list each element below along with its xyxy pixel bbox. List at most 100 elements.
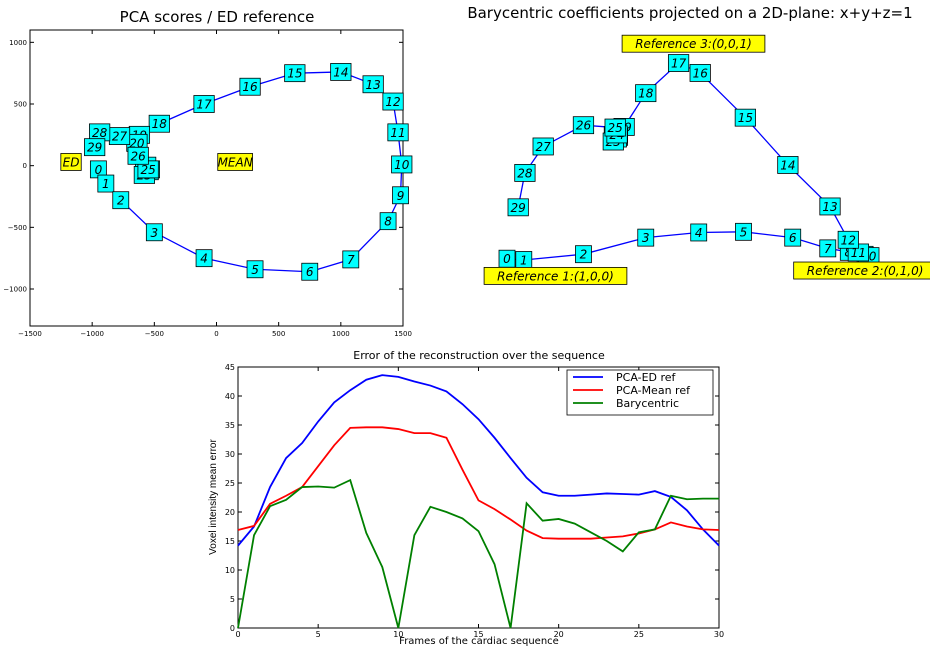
- pca-point-5: 5: [246, 260, 264, 279]
- bary-point-18-box: [635, 84, 657, 103]
- bary-point-16-text: 16: [693, 66, 709, 80]
- bary-point-28: 28: [514, 164, 536, 182]
- bary-point-29-box: [507, 198, 529, 217]
- bary-point-25-box: [604, 118, 626, 137]
- err-ytick-label: 30: [225, 450, 235, 459]
- pca-point-3-box: [145, 223, 163, 242]
- pca-xtick-label: −500: [145, 330, 164, 338]
- bary-point-5-box: [735, 222, 752, 241]
- error-chart-title: Error of the reconstruction over the seq…: [353, 349, 605, 362]
- pca-point-5-text: 5: [251, 263, 259, 277]
- pca-point-17-text: 17: [196, 98, 212, 112]
- bary-point-3: 3: [637, 228, 655, 247]
- bary-reference-1-text: Reference 1:(1,0,0): [497, 269, 614, 283]
- pca-point-10-text: 10: [394, 158, 410, 172]
- pca-point-7-text: 7: [347, 253, 355, 267]
- pca-point-2-text: 2: [117, 194, 125, 208]
- bary-point-6: 6: [784, 228, 802, 247]
- pca-point-1-box: [97, 174, 115, 193]
- bary-point-4: 4: [690, 223, 708, 242]
- pca-point-17-box: [193, 95, 215, 113]
- bary-point-11-text: 11: [851, 246, 866, 260]
- bary-point-3-box: [637, 228, 655, 247]
- bary-trajectory-line: [506, 62, 870, 261]
- pca-ytick-label: 500: [14, 101, 27, 109]
- pca-xtick-label: −1000: [80, 330, 104, 338]
- pca-point-14: 14: [330, 63, 352, 81]
- pca-point-28: 28: [89, 123, 111, 142]
- pca-point-2: 2: [112, 191, 130, 210]
- bary-point-3-text: 3: [642, 231, 650, 245]
- series-barycentric: [237, 478, 719, 629]
- bary-point-14: 14: [777, 156, 799, 174]
- pca-point-7: 7: [342, 250, 360, 269]
- bary-point-5-text: 5: [740, 225, 748, 239]
- bary-point-2-text: 2: [580, 248, 588, 262]
- pca-point-3-text: 3: [151, 226, 159, 240]
- bary-point-29-text: 29: [511, 201, 526, 215]
- pca-point-12: 12: [382, 92, 404, 111]
- pca-chart: PCA scores / ED reference −1500 −1000 −500…: [3, 8, 413, 338]
- bary-point-27: 27: [532, 137, 554, 156]
- bary-point-28-text: 28: [517, 166, 533, 180]
- bary-point-7: 7: [819, 239, 837, 258]
- pca-point-12-text: 12: [385, 95, 400, 109]
- pca-point-10: 10: [391, 155, 413, 174]
- bary-point-0: 0: [498, 249, 516, 268]
- barycentric-chart: Barycentric coefficients projected on a …: [467, 4, 930, 285]
- pca-point-28-text: 28: [92, 126, 108, 140]
- bary-point-12-text: 12: [841, 233, 856, 247]
- bary-point-17-text: 17: [671, 57, 687, 71]
- bary-point-7-text: 7: [824, 242, 832, 256]
- bary-point-26-box: [572, 116, 595, 135]
- bary-point-4-box: [690, 223, 708, 242]
- pca-point-27-text: 27: [112, 130, 128, 144]
- pca-xtick-label: 500: [272, 330, 285, 338]
- bary-point-6-text: 6: [789, 231, 797, 245]
- bary-point-0-text: 0: [503, 252, 511, 266]
- pca-point-20-text: 20: [129, 136, 145, 150]
- bary-reference-2-text: Reference 2:(0,1,0): [807, 264, 924, 278]
- pca-point-18-text: 18: [152, 117, 168, 131]
- pca-point-18: 18: [148, 114, 170, 133]
- bary-point-4-text: 4: [695, 226, 703, 240]
- series-pca-ed-ref: [237, 374, 720, 547]
- bary-point-15: 15: [734, 108, 756, 127]
- pca-point-10-box: [391, 155, 413, 174]
- pca-chart-title: PCA scores / ED reference: [120, 8, 315, 26]
- pca-point-11-text: 11: [390, 126, 405, 140]
- pca-ref-mean: MEAN: [217, 153, 253, 171]
- err-xtick-label: 20: [554, 630, 564, 639]
- bary-point-12-box: [837, 230, 859, 249]
- pca-xtick-label: 1500: [394, 330, 412, 338]
- pca-point-18-box: [148, 114, 170, 133]
- err-ytick-label: 40: [225, 392, 235, 401]
- err-xtick-label: 0: [235, 630, 240, 639]
- bary-point-25-text: 25: [608, 121, 623, 135]
- bary-reference-3-text: Reference 3:(0,0,1): [635, 37, 752, 51]
- pca-point-13-text: 13: [366, 78, 381, 92]
- bary-point-18-text: 18: [638, 87, 654, 101]
- pca-point-26-text: 26: [131, 149, 147, 163]
- pca-point-12-box: [382, 92, 404, 111]
- err-ytick-label: 10: [225, 566, 235, 575]
- series-pca-mean-ref: [237, 426, 720, 540]
- bary-reference-1: Reference 1:(1,0,0): [483, 266, 628, 285]
- pca-point-9: 9: [392, 186, 409, 205]
- pca-point-29-box: [84, 138, 106, 157]
- err-xtick-label: 25: [634, 630, 644, 639]
- pca-point-0: 0: [89, 160, 107, 179]
- err-xtick-label: 10: [393, 630, 403, 639]
- bary-point-16-box: [689, 64, 711, 82]
- pca-ref-ed-box: [60, 153, 82, 171]
- legend-barycentric-label: Barycentric: [616, 397, 679, 410]
- pca-point-25: 25: [137, 160, 159, 179]
- pca-ref-ed-text: ED: [63, 155, 80, 169]
- pca-point-16: 16: [239, 77, 261, 96]
- pca-point-9-box: [392, 186, 409, 205]
- bary-point-17: 17: [667, 54, 690, 72]
- err-ytick-label: 0: [230, 624, 235, 633]
- bary-reference-2: Reference 2:(0,1,0): [793, 261, 930, 280]
